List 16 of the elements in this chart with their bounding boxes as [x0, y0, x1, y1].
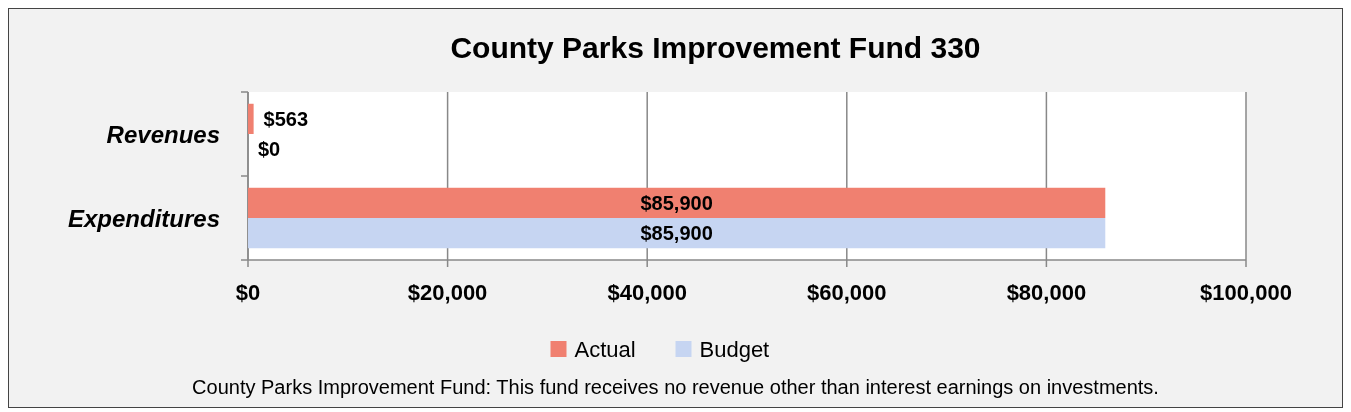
x-tick-label: $100,000 — [1200, 280, 1292, 305]
data-label: $85,900 — [640, 191, 713, 214]
data-label: $85,900 — [640, 222, 713, 245]
text: County Parks Improvement Fund: This fund receives no revenue other than interest earnings on investments. — [192, 376, 1159, 398]
y-tick-label: Expenditures — [67, 204, 220, 232]
data-label: $0 — [258, 138, 281, 161]
x-tick-label: $60,000 — [807, 280, 887, 305]
data-label: $563 — [263, 107, 309, 130]
x-tick-label: $40,000 — [607, 280, 687, 305]
x-tick-label: $80,000 — [1006, 280, 1087, 305]
y-tick-label: Revenues — [106, 120, 220, 148]
chart-title: County Parks Improvement Fund 330 — [450, 31, 981, 64]
legend-label: Actual — [574, 336, 636, 362]
legend-label: Budget — [699, 336, 770, 362]
x-tick-label: $0 — [235, 280, 261, 305]
x-tick-label: $20,000 — [407, 280, 488, 305]
